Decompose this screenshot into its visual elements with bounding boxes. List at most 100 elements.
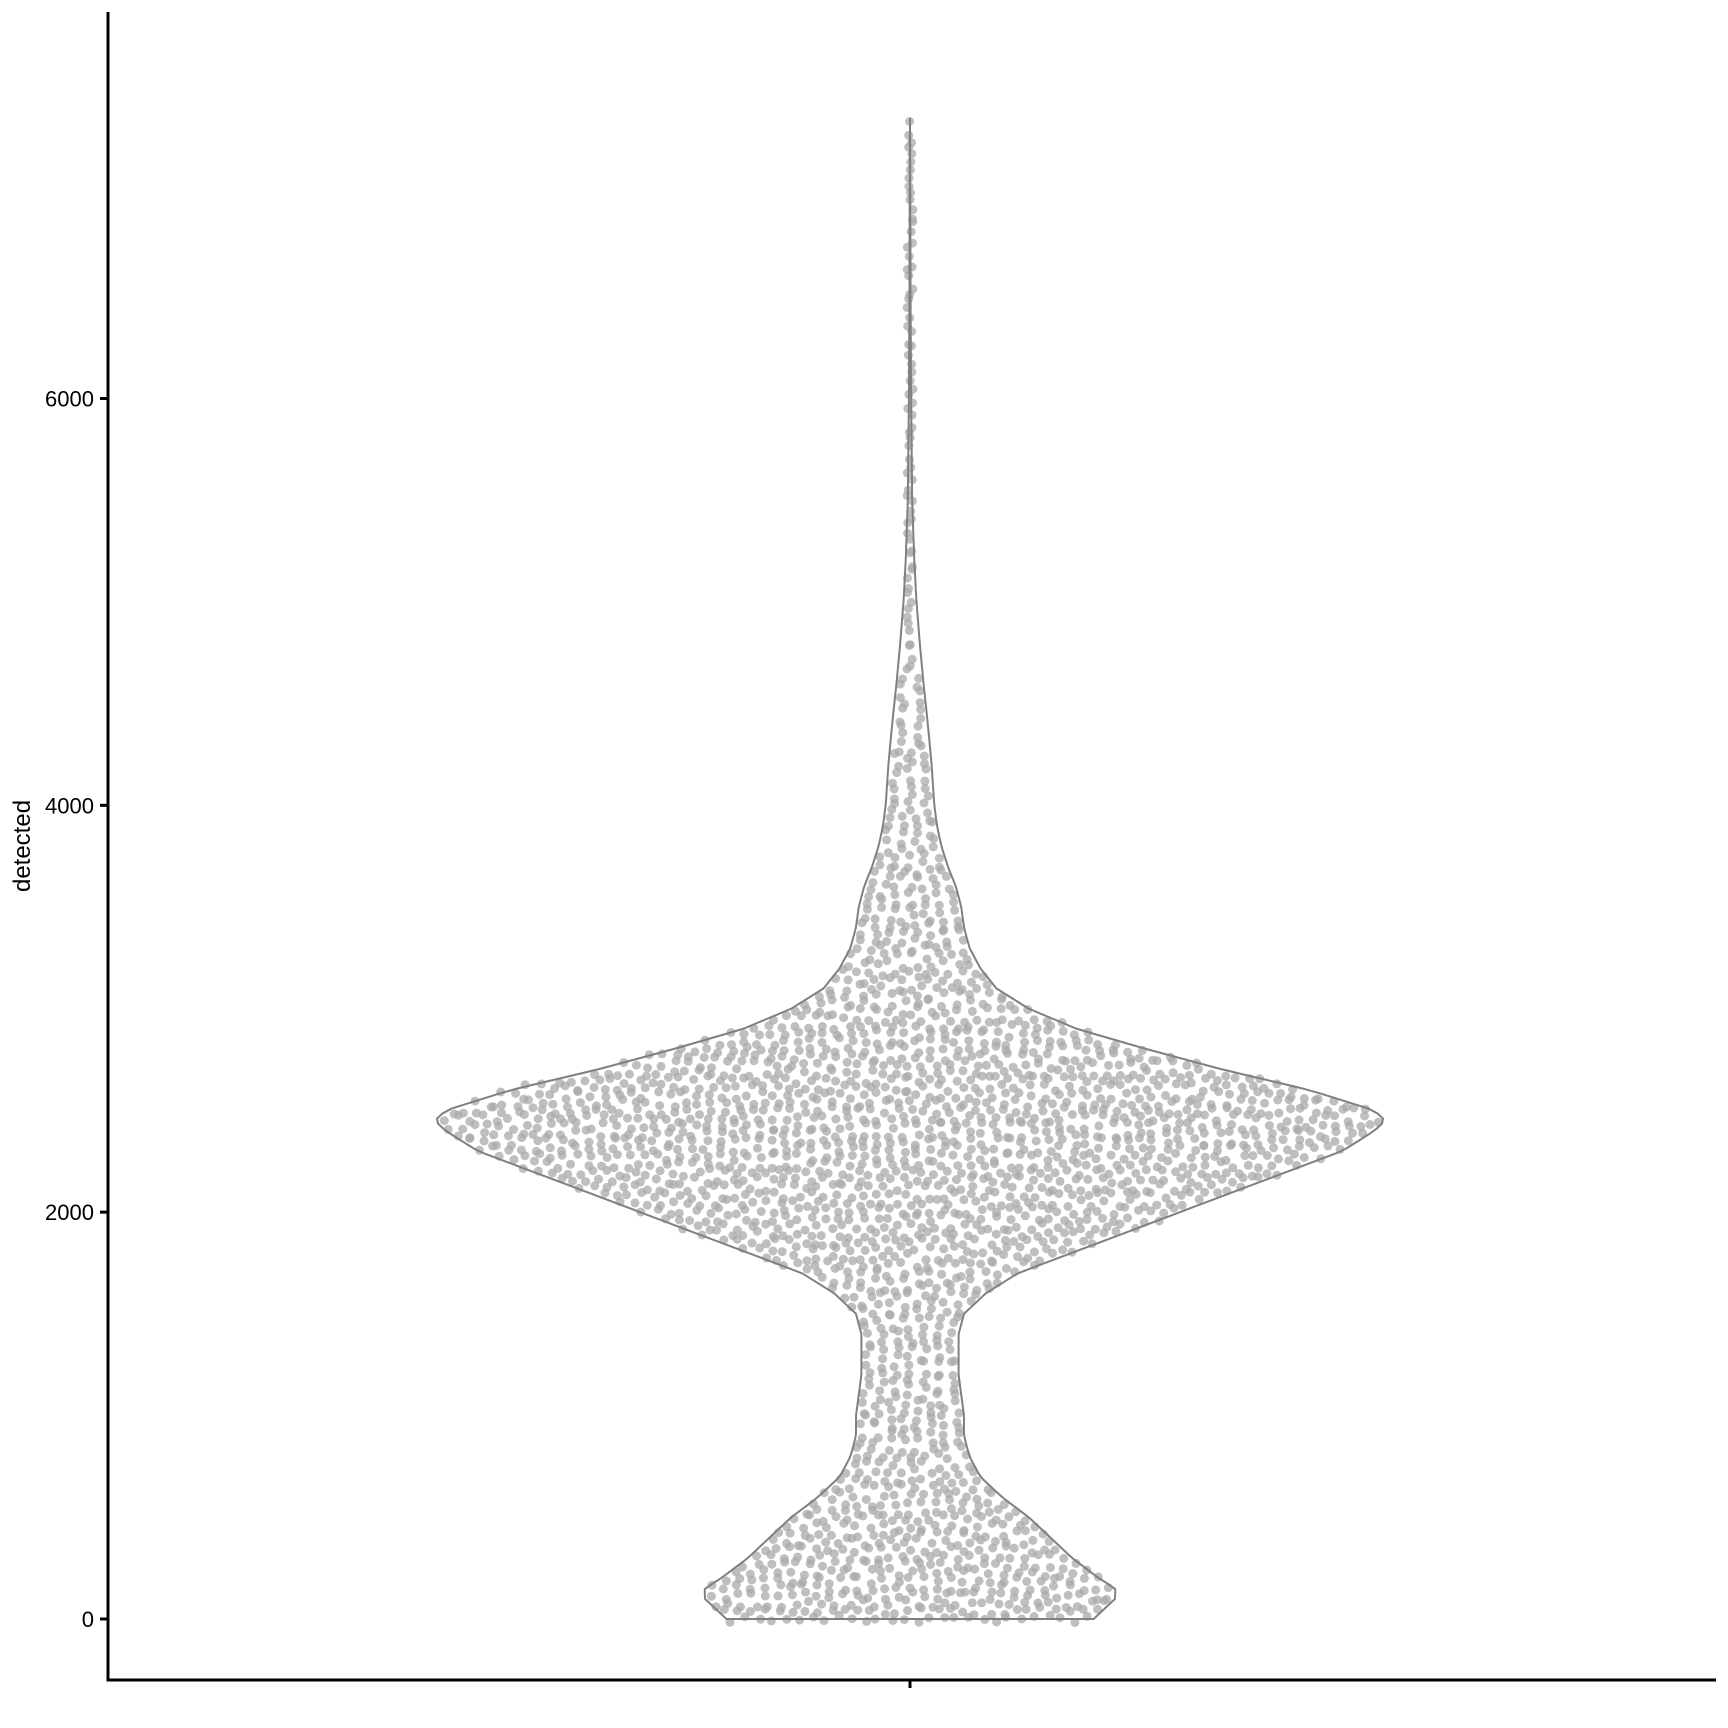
data-point <box>999 1100 1009 1110</box>
data-point <box>449 1109 459 1119</box>
data-point <box>664 1179 674 1189</box>
data-point <box>882 835 892 845</box>
data-point <box>1083 1174 1093 1184</box>
data-point <box>1119 1113 1129 1123</box>
data-point <box>913 1517 923 1527</box>
data-point <box>901 996 911 1006</box>
data-point <box>648 1146 658 1156</box>
data-point <box>941 1535 951 1545</box>
data-point <box>912 870 922 880</box>
data-point <box>641 1071 651 1081</box>
data-point <box>1043 1174 1053 1183</box>
data-point <box>784 1084 794 1094</box>
data-point <box>946 1287 956 1297</box>
data-point <box>987 1609 997 1619</box>
data-point <box>799 1059 809 1068</box>
data-point <box>1030 1563 1040 1573</box>
data-point <box>1134 1120 1144 1130</box>
data-point <box>735 1101 745 1111</box>
data-point <box>800 1530 810 1540</box>
data-point <box>925 1092 935 1102</box>
data-point <box>1051 1109 1061 1119</box>
data-point <box>1033 1148 1043 1158</box>
data-point <box>727 1073 737 1083</box>
data-point <box>934 853 944 863</box>
data-point <box>811 1591 821 1601</box>
data-point <box>953 1541 963 1550</box>
data-point <box>735 1602 745 1612</box>
data-point <box>741 1091 751 1101</box>
data-point <box>841 1500 851 1510</box>
data-point <box>798 1577 808 1587</box>
data-point <box>1122 1088 1132 1098</box>
data-point <box>1020 1037 1030 1047</box>
data-point <box>852 1015 862 1025</box>
data-point <box>1221 1080 1231 1090</box>
data-point <box>876 1199 886 1209</box>
data-point <box>1048 1099 1057 1109</box>
data-point <box>932 1507 941 1517</box>
data-point <box>1292 1124 1302 1134</box>
data-point <box>984 988 994 997</box>
data-point <box>1193 1181 1203 1191</box>
data-point <box>916 1497 926 1507</box>
data-point <box>597 1161 607 1171</box>
data-point <box>794 1203 804 1213</box>
data-point <box>648 1078 658 1088</box>
data-point <box>1044 1135 1054 1144</box>
data-point <box>1004 1032 1014 1042</box>
data-point <box>1079 1236 1089 1246</box>
data-point <box>949 1137 959 1147</box>
data-point <box>1046 1147 1056 1156</box>
data-point <box>690 1047 700 1057</box>
data-point <box>1072 1141 1082 1150</box>
data-point <box>1318 1120 1328 1130</box>
data-point <box>813 1106 823 1116</box>
data-point <box>712 1225 721 1235</box>
data-point <box>924 1613 934 1623</box>
data-point <box>1188 1162 1198 1172</box>
data-point <box>903 1285 913 1295</box>
data-point <box>938 1297 948 1307</box>
data-point <box>1027 1225 1037 1235</box>
data-point <box>943 1086 953 1096</box>
data-point <box>894 1526 904 1536</box>
data-point <box>755 1243 765 1253</box>
data-point <box>619 1182 629 1192</box>
data-point <box>1085 1148 1095 1158</box>
y-axis-title: detected <box>9 800 36 892</box>
data-point <box>932 1584 942 1594</box>
data-point <box>914 999 924 1009</box>
data-point <box>904 1096 914 1106</box>
data-point <box>920 759 929 769</box>
data-point <box>692 1091 701 1101</box>
data-point <box>1042 1017 1052 1026</box>
data-point <box>982 980 992 990</box>
data-point <box>830 1047 840 1057</box>
data-point <box>915 698 925 708</box>
data-point <box>812 1580 822 1590</box>
data-point <box>773 1224 783 1234</box>
data-point <box>894 1098 904 1108</box>
data-point <box>779 1205 789 1215</box>
data-point <box>862 1475 872 1485</box>
data-point <box>944 1337 954 1347</box>
data-point <box>662 1155 671 1165</box>
data-point <box>1299 1100 1309 1110</box>
data-point <box>550 1109 560 1119</box>
data-point <box>1206 1069 1216 1079</box>
data-point <box>675 1191 685 1200</box>
data-point <box>1246 1105 1256 1115</box>
data-point <box>872 1140 882 1149</box>
data-point <box>896 1468 906 1478</box>
data-point <box>769 1208 779 1218</box>
data-point <box>640 1150 650 1160</box>
data-point <box>943 1253 953 1263</box>
data-point <box>806 1138 816 1148</box>
data-point <box>812 1544 822 1554</box>
data-point <box>1053 1065 1063 1075</box>
data-point <box>935 1464 945 1474</box>
data-point <box>851 1069 861 1079</box>
data-point <box>869 1056 879 1065</box>
data-point <box>674 1215 684 1225</box>
